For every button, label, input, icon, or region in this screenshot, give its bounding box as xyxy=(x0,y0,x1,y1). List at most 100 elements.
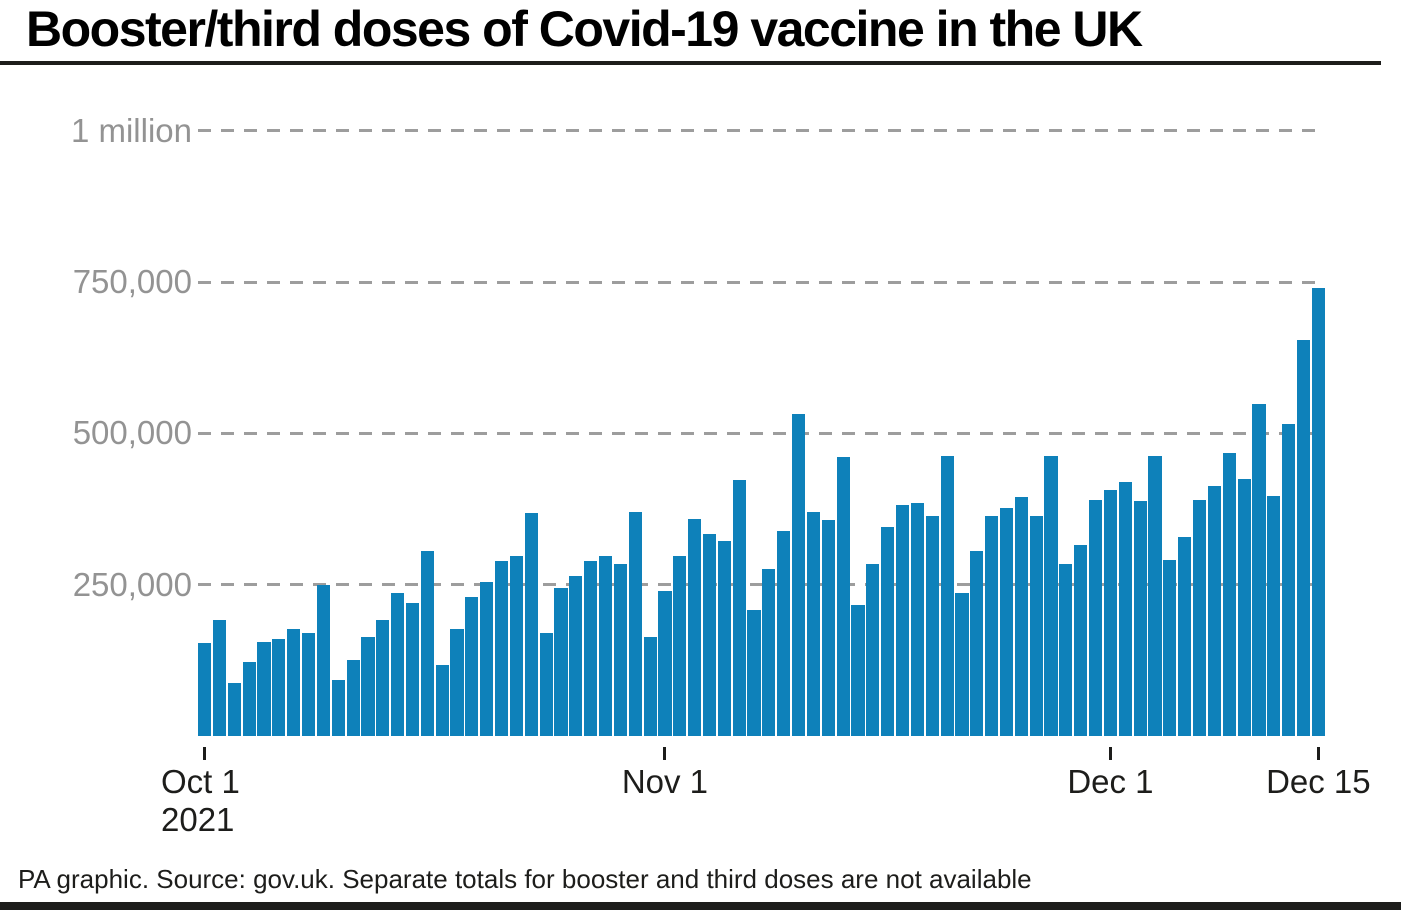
bar-nov-4 xyxy=(702,534,717,736)
bar-nov-1 xyxy=(658,590,672,736)
bar-oct-24 xyxy=(539,633,553,736)
bottom-rule xyxy=(0,902,1401,910)
bar-nov-7 xyxy=(747,609,761,736)
bar-nov-21 xyxy=(955,592,969,736)
x-tick-dec-15 xyxy=(1316,747,1320,760)
bar-oct-22 xyxy=(509,555,524,736)
bar-oct-10 xyxy=(331,679,345,736)
bar-oct-19 xyxy=(465,596,479,736)
bar-nov-6 xyxy=(732,480,746,736)
bar-dec-2 xyxy=(1118,481,1132,736)
bar-oct-7 xyxy=(287,629,301,736)
chart-title: Booster/third doses of Covid-19 vaccine … xyxy=(26,1,1143,57)
bar-dec-3 xyxy=(1133,501,1147,736)
bar-oct-30 xyxy=(628,512,642,736)
bar-oct-11 xyxy=(346,660,360,736)
bar-nov-18 xyxy=(910,502,924,736)
bar-dec-6 xyxy=(1178,537,1192,736)
bar-oct-23 xyxy=(524,512,538,736)
bar-dec-8 xyxy=(1207,486,1221,736)
y-tick-label: 750,000 xyxy=(72,263,192,301)
x-tick-label-line1: Nov 1 xyxy=(621,763,709,800)
bar-dec-1 xyxy=(1103,489,1118,736)
bar-oct-26 xyxy=(569,576,583,736)
bar-dec-5 xyxy=(1163,560,1177,736)
bar-nov-29 xyxy=(1074,544,1088,736)
bar-nov-5 xyxy=(717,541,731,736)
title-rule xyxy=(0,61,1381,65)
gridline-250000 xyxy=(198,583,1318,587)
bar-oct-3 xyxy=(227,682,241,736)
bar-dec-14 xyxy=(1296,339,1311,736)
bar-nov-13 xyxy=(836,457,850,736)
bar-nov-24 xyxy=(999,507,1014,736)
x-tick-label: Oct 1 2021 xyxy=(161,763,240,839)
bar-nov-26 xyxy=(1029,515,1043,736)
bar-oct-8 xyxy=(301,632,316,736)
bar-nov-22 xyxy=(970,550,984,736)
source-note: PA graphic. Source: gov.uk. Separate tot… xyxy=(18,864,1032,894)
bar-dec-12 xyxy=(1267,496,1281,736)
x-tick-nov-1 xyxy=(663,747,667,760)
bar-oct-27 xyxy=(584,561,598,736)
bar-oct-14 xyxy=(391,592,405,736)
bar-oct-6 xyxy=(272,638,286,736)
x-tick-label: Dec 1 xyxy=(1067,763,1153,801)
y-tick-label: 1 million xyxy=(70,111,192,149)
bar-nov-16 xyxy=(881,526,895,736)
bar-nov-30 xyxy=(1089,499,1103,736)
bar-oct-28 xyxy=(598,556,613,736)
bar-dec-11 xyxy=(1252,403,1266,736)
bar-oct-2 xyxy=(212,619,227,736)
bar-oct-9 xyxy=(316,584,330,736)
bar-nov-27 xyxy=(1044,455,1058,736)
gridline-500000 xyxy=(198,431,1318,435)
bar-nov-15 xyxy=(866,563,880,736)
x-tick-label-line1: Oct 1 xyxy=(161,763,240,800)
bar-nov-11 xyxy=(806,512,821,736)
bar-dec-7 xyxy=(1192,499,1207,736)
bar-oct-16 xyxy=(420,551,434,736)
x-tick-oct-1 xyxy=(203,747,207,760)
bar-oct-15 xyxy=(405,602,420,736)
bar-nov-19 xyxy=(925,516,939,736)
bar-oct-31 xyxy=(643,637,657,736)
x-tick-label-line1: Dec 1 xyxy=(1067,763,1154,800)
bar-oct-17 xyxy=(435,664,449,736)
gridline-1000000 xyxy=(198,129,1318,133)
bar-nov-8 xyxy=(762,568,776,736)
x-tick-label: Nov 1 xyxy=(622,763,708,801)
bar-oct-25 xyxy=(554,588,568,736)
bar-nov-9 xyxy=(777,530,791,736)
x-tick-label-line2: 2021 xyxy=(161,801,235,838)
bar-oct-13 xyxy=(376,619,390,736)
bar-oct-12 xyxy=(361,637,375,736)
bar-nov-2 xyxy=(673,556,687,736)
x-tick-label: Dec 15 xyxy=(1266,763,1371,801)
bar-oct-18 xyxy=(450,629,464,736)
bar-oct-5 xyxy=(257,641,271,736)
bar-nov-17 xyxy=(895,504,910,736)
bar-oct-20 xyxy=(480,581,494,736)
bar-oct-4 xyxy=(242,661,256,736)
bar-nov-25 xyxy=(1014,496,1028,736)
bar-nov-20 xyxy=(940,456,954,736)
bar-oct-1 xyxy=(198,643,212,736)
bar-nov-14 xyxy=(851,605,865,736)
bar-dec-15 xyxy=(1311,287,1325,736)
bar-dec-9 xyxy=(1222,452,1236,736)
bar-dec-13 xyxy=(1282,424,1296,736)
bar-nov-10 xyxy=(792,414,806,736)
bar-oct-21 xyxy=(495,561,509,736)
bar-oct-29 xyxy=(613,564,627,736)
x-tick-dec-1 xyxy=(1108,747,1112,760)
bar-nov-3 xyxy=(688,518,702,736)
bar-nov-23 xyxy=(985,516,999,736)
y-tick-label: 250,000 xyxy=(72,565,192,603)
bar-nov-12 xyxy=(821,519,835,736)
x-tick-label-line1: Dec 15 xyxy=(1266,763,1371,800)
gridline-750000 xyxy=(198,280,1318,284)
bar-nov-28 xyxy=(1059,564,1073,736)
bar-dec-10 xyxy=(1237,478,1251,736)
